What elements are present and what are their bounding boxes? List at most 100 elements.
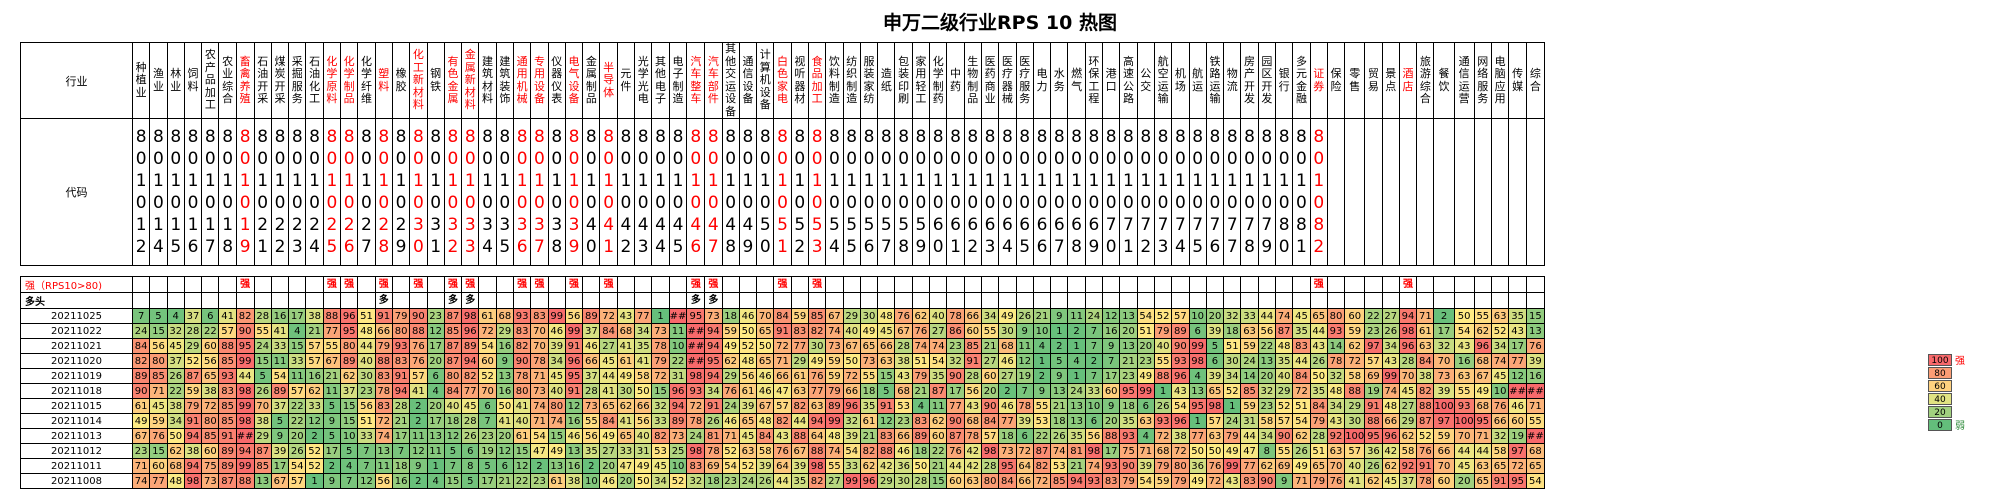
heat-cell: 50 — [1453, 308, 1475, 324]
long-mark — [1153, 292, 1173, 309]
heat-cell: 95 — [340, 323, 359, 339]
heat-cell: 10 — [1490, 383, 1510, 399]
industry-code-digits: 801018 — [222, 127, 234, 257]
heat-cell: 78 — [374, 383, 393, 399]
strong-mark — [616, 276, 636, 293]
industry-name: 化学原料 — [326, 54, 338, 105]
industry-code: 801029 — [391, 118, 411, 266]
date-row: 20211018 90 71 22 59 38 83 98 26 89 57 62 11 37 23 78 94… — [20, 383, 1545, 399]
heat-cell: 49 — [807, 353, 827, 369]
heat-cell: 96 — [1381, 428, 1400, 444]
industry-header: 饲料 — [183, 42, 203, 119]
heat-cell: 54 — [721, 458, 740, 474]
heat-cell: 23 — [478, 428, 497, 444]
long-mark — [1032, 292, 1052, 309]
heat-cell: 67 — [1473, 368, 1492, 384]
long-mark — [1136, 292, 1155, 309]
heat-cell: 13 — [495, 368, 515, 384]
heat-cell: 12 — [426, 323, 445, 339]
heat-cell: 90 — [1257, 473, 1277, 489]
heat-cell: 20 — [288, 428, 307, 444]
industry-code-digits: 801080 — [1278, 127, 1290, 257]
heat-cell: 67 — [270, 473, 290, 489]
heat-cell: 73 — [859, 353, 879, 369]
industry-header: 中药 — [946, 42, 965, 119]
industry-code: 801015 — [166, 118, 185, 266]
heat-cell: 72 — [599, 308, 618, 324]
heat-cell: 60 — [980, 368, 1000, 384]
industry-code: 801040 — [582, 118, 601, 266]
heat-cell: 84 — [1309, 398, 1328, 414]
heat-cell: 67 — [756, 398, 775, 414]
heat-cell: 45 — [166, 338, 185, 354]
strong-mark — [1274, 276, 1294, 293]
heat-cell: 71 — [1416, 308, 1435, 324]
heat-cell: 37 — [1398, 473, 1418, 489]
heat-cell: 28 — [183, 323, 203, 339]
heat-cell: 82 — [461, 368, 480, 384]
date-label: 20211020 — [20, 353, 133, 369]
heat-cell: 21 — [1032, 308, 1052, 324]
industry-code: 801060 — [929, 118, 948, 266]
heat-cell: 91 — [374, 308, 393, 324]
heat-cell: 72 — [686, 398, 706, 414]
heat-cell: 93 — [1119, 428, 1138, 444]
heat-cell: ## — [686, 323, 706, 339]
heat-cell: 5 — [461, 473, 480, 489]
heat-cell: 83 — [790, 323, 809, 339]
heat-cell: 42 — [1381, 443, 1400, 459]
date-label: 20211025 — [20, 308, 133, 324]
heat-cell: 98 — [235, 413, 255, 429]
heat-cell: 54 — [929, 353, 948, 369]
industry-header: 金属制品 — [582, 42, 601, 119]
heat-cell: 50 — [842, 353, 861, 369]
industry-code: 801012 — [131, 118, 151, 266]
strong-mark — [738, 276, 758, 293]
long-mark — [911, 292, 931, 309]
heat-cell: 89 — [911, 428, 931, 444]
heat-cell: 48 — [357, 323, 376, 339]
industry-header: 景点 — [1381, 42, 1400, 119]
heat-cell: 47 — [773, 383, 792, 399]
heat-cell: 9 — [270, 428, 290, 444]
industry-code-digits: 801040 — [585, 127, 597, 257]
industry-code-digits: 801048 — [725, 127, 737, 257]
industry-code-digits: 801032 — [447, 127, 459, 257]
heat-cell: 22 — [1257, 338, 1277, 354]
heat-cell: 41 — [599, 383, 618, 399]
heat-cell: 65 — [738, 413, 758, 429]
industry-code: 801072 — [1136, 118, 1155, 266]
date-label: 20211022 — [20, 323, 133, 339]
heat-cell: 30 — [1223, 353, 1242, 369]
industry-header: 农产品加工 — [201, 42, 220, 119]
heat-cell: 63 — [1473, 458, 1492, 474]
heat-cell: 74 — [825, 443, 844, 459]
heat-cell: 77 — [998, 413, 1017, 429]
heat-cell: 54 — [1526, 473, 1545, 489]
industry-code: 801052 — [790, 118, 809, 266]
industry-header: 视听器材 — [790, 42, 809, 119]
heat-cell: 1 — [1067, 368, 1086, 384]
heat-cell: 99 — [235, 458, 255, 474]
heat-cell: 68 — [166, 458, 185, 474]
heat-cell: 78 — [686, 413, 706, 429]
heat-cell: 97 — [1364, 338, 1383, 354]
heat-cell: 16 — [270, 308, 290, 324]
strong-mark — [946, 276, 965, 293]
heat-cell: 79 — [1153, 323, 1173, 339]
heat-cell: 71 — [149, 383, 168, 399]
industry-header: 光学光电 — [634, 42, 653, 119]
heat-cell: 45 — [877, 323, 896, 339]
long-mark — [738, 292, 758, 309]
heat-cell: 35 — [634, 338, 653, 354]
strong-mark — [149, 276, 168, 293]
heat-cell: 4 — [911, 398, 931, 414]
heat-cell: 56 — [149, 338, 168, 354]
long-mark — [1240, 292, 1259, 309]
heat-cell: 34 — [1223, 368, 1242, 384]
heat-cell: 63 — [877, 353, 896, 369]
heat-cell: 35 — [1067, 428, 1086, 444]
industry-name: 包装印刷 — [898, 54, 910, 105]
strong-mark: 强 — [1398, 276, 1418, 293]
heat-cell: 94 — [1398, 308, 1418, 324]
